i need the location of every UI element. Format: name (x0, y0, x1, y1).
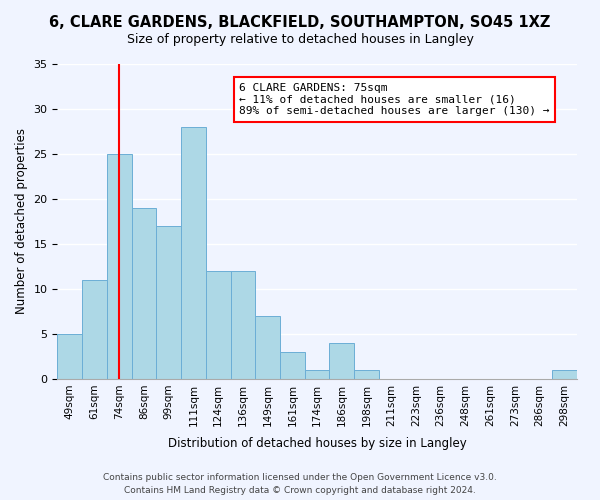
Bar (58, 334, 82, 379)
Bar (552, 370, 577, 379)
Bar (82, 280, 107, 379)
Bar (181, 127, 206, 379)
Bar (230, 271, 255, 379)
Y-axis label: Number of detached properties: Number of detached properties (15, 128, 28, 314)
X-axis label: Distribution of detached houses by size in Langley: Distribution of detached houses by size … (168, 437, 466, 450)
Bar (255, 316, 280, 379)
Text: 6, CLARE GARDENS, BLACKFIELD, SOUTHAMPTON, SO45 1XZ: 6, CLARE GARDENS, BLACKFIELD, SOUTHAMPTO… (49, 15, 551, 30)
Bar (305, 370, 329, 379)
Bar (280, 352, 305, 379)
Text: Size of property relative to detached houses in Langley: Size of property relative to detached ho… (127, 32, 473, 46)
Bar (157, 226, 181, 379)
Bar (131, 208, 157, 379)
Bar (354, 370, 379, 379)
Text: 6 CLARE GARDENS: 75sqm
← 11% of detached houses are smaller (16)
89% of semi-det: 6 CLARE GARDENS: 75sqm ← 11% of detached… (239, 83, 550, 116)
Bar (206, 271, 230, 379)
Text: Contains HM Land Registry data © Crown copyright and database right 2024.: Contains HM Land Registry data © Crown c… (124, 486, 476, 495)
Bar (107, 154, 131, 379)
Bar (329, 343, 354, 379)
Text: Contains public sector information licensed under the Open Government Licence v3: Contains public sector information licen… (103, 474, 497, 482)
